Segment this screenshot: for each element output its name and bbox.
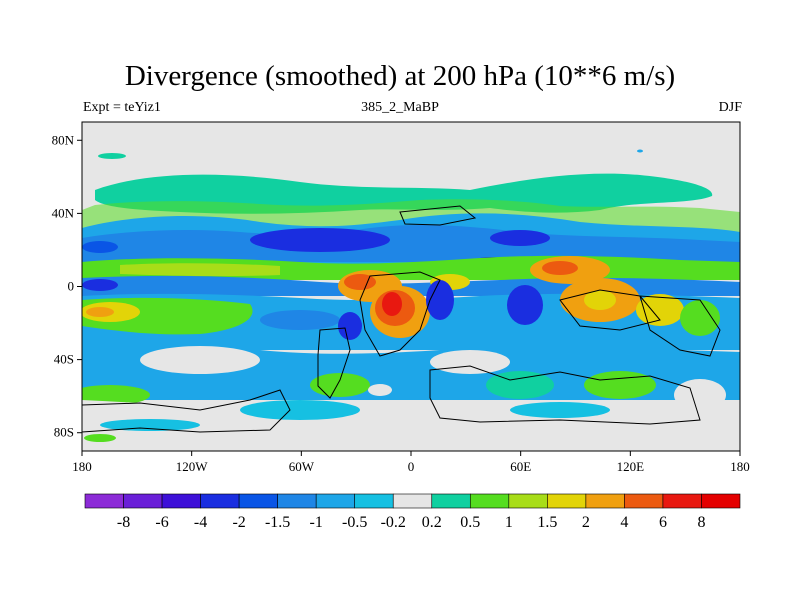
contour-patch xyxy=(542,261,578,275)
contour-patch xyxy=(680,300,720,336)
contour-patch xyxy=(98,153,126,159)
contour-patch xyxy=(120,263,280,277)
colorbar-swatch xyxy=(84,493,124,509)
contour-patch xyxy=(674,379,726,411)
colorbar-swatch xyxy=(238,493,278,509)
maritime-outline xyxy=(559,289,661,331)
colorbar-swatch xyxy=(469,493,510,509)
europe-outline xyxy=(399,205,477,226)
y-tick-label: 80N xyxy=(52,132,75,147)
x-tick-label: 60W xyxy=(289,459,315,474)
contour-patch xyxy=(140,346,260,374)
contour-patch xyxy=(430,350,510,374)
contour-patch xyxy=(82,225,740,262)
y-tick-label: 40N xyxy=(52,205,75,220)
australia-outline xyxy=(639,295,721,357)
contour-patch xyxy=(338,312,362,340)
colorbar-label: 0.5 xyxy=(460,514,480,531)
colorbar-label: -6 xyxy=(155,514,168,531)
x-tick-label: 120W xyxy=(176,459,209,474)
colorbar-label: 0.2 xyxy=(422,514,442,531)
colorbar-label: -8 xyxy=(117,514,130,531)
colorbar-swatch xyxy=(508,493,548,509)
colorbar-label: 1 xyxy=(505,514,513,531)
contour-patch xyxy=(490,230,550,246)
contour-patch xyxy=(382,292,402,316)
contour-patch xyxy=(86,307,114,317)
colorbar-label: -1.5 xyxy=(265,514,290,531)
colorbar-label: 8 xyxy=(697,514,705,531)
colorbar-swatch xyxy=(354,493,394,509)
colorbar-swatch xyxy=(624,493,664,509)
y-axis: 80N 40N 0 40S 80S xyxy=(52,132,82,440)
y-tick-label: 40S xyxy=(54,352,74,367)
colorbar-label: -0.5 xyxy=(342,514,367,531)
contour-patch xyxy=(310,373,370,397)
contour-patch xyxy=(368,384,392,396)
colorbar-label: 6 xyxy=(659,514,667,531)
colorbar-label: -1 xyxy=(310,514,323,531)
contour-patch xyxy=(507,285,543,325)
x-tick-label: 180 xyxy=(72,459,92,474)
colorbar-swatch xyxy=(200,493,240,509)
contour-patch xyxy=(260,310,340,330)
south-america-outline xyxy=(317,327,351,399)
contour-patch xyxy=(584,371,656,399)
season-label: DJF xyxy=(718,100,742,115)
africa-outline xyxy=(359,271,441,357)
colorbar-label: 2 xyxy=(582,514,590,531)
contour-patch xyxy=(250,228,390,252)
contour-patch xyxy=(344,274,376,290)
colorbar-swatch xyxy=(547,493,587,509)
contour-patch xyxy=(240,400,360,420)
antarctica-east-outline xyxy=(429,365,701,425)
contour-patch xyxy=(82,279,118,291)
colorbar-label: 1.5 xyxy=(537,514,557,531)
contour-patch xyxy=(636,294,684,326)
colorbar-swatch xyxy=(431,493,471,509)
colorbar: -8 -6 -4 -2 -1.5 -1 -0.5 -0.2 0.2 0.5 1 1.5 2 4 6 8 xyxy=(84,493,741,531)
colorbar-label: -2 xyxy=(232,514,245,531)
chart-title: Divergence (smoothed) at 200 hPa (10**6 … xyxy=(124,60,676,92)
x-axis: 180 120W 60W 0 60E 120E 180 xyxy=(72,451,750,474)
colorbar-swatch xyxy=(277,493,317,509)
contour-patch xyxy=(82,241,118,253)
x-tick-label: 60E xyxy=(510,459,531,474)
colorbar-label: -0.2 xyxy=(381,514,406,531)
colorbar-swatch xyxy=(161,493,201,509)
colorbar-swatch xyxy=(392,493,433,509)
y-tick-label: 0 xyxy=(68,279,75,294)
contour-patch xyxy=(84,434,116,442)
contour-patch xyxy=(100,419,200,431)
coastlines xyxy=(82,205,721,433)
colorbar-swatch xyxy=(123,493,163,509)
contour-patch xyxy=(510,402,610,418)
colorbar-swatch xyxy=(662,493,702,509)
x-tick-label: 120E xyxy=(617,459,645,474)
colorbar-swatch xyxy=(315,493,356,509)
colorbar-label: 4 xyxy=(620,514,628,531)
x-tick-label: 180 xyxy=(730,459,750,474)
contour-patch xyxy=(82,385,150,405)
antarctica-west-outline xyxy=(82,389,291,433)
contour-patch xyxy=(584,290,616,310)
contour-patch xyxy=(426,280,454,320)
contour-patch xyxy=(637,149,643,153)
x-tick-label: 0 xyxy=(408,459,415,474)
experiment-label: Expt = teYiz1 xyxy=(83,100,161,115)
y-tick-label: 80S xyxy=(54,425,74,440)
run-label: 385_2_MaBP xyxy=(361,100,439,115)
colorbar-swatch xyxy=(585,493,625,509)
colorbar-swatch xyxy=(701,493,741,509)
colorbar-label: -4 xyxy=(194,514,207,531)
